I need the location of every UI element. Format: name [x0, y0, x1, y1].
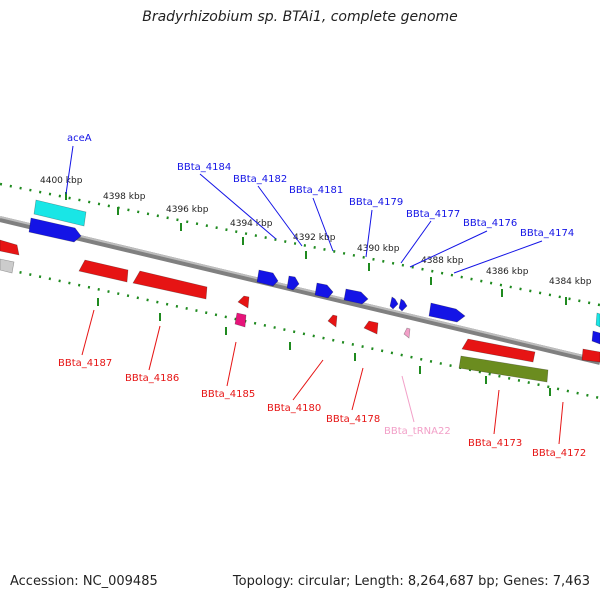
- tick-label: 4384 kbp: [549, 277, 592, 287]
- genome-axis: [0, 216, 600, 365]
- gene-arrow-bbta-4173: [461, 338, 536, 363]
- leader-line-reverse: [292, 359, 324, 401]
- gene-label-forward: BBta_4181: [289, 185, 343, 196]
- gene-label-forward: aceA: [67, 133, 92, 144]
- reverse-dotted-track: [0, 266, 600, 400]
- gene-arrow-bbta-4180: [327, 314, 338, 328]
- leader-line-forward: [199, 173, 277, 240]
- tick-label: 4388 kbp: [421, 256, 464, 266]
- gene-label-forward: BBta_4174: [520, 228, 574, 239]
- gene-block-bbta-4185-magenta: [234, 312, 247, 328]
- forward-dotted-track: [0, 182, 600, 307]
- gene-label-reverse: BBta_4178: [326, 414, 380, 425]
- accession-text: Accession: NC_009485: [10, 574, 158, 589]
- gene-label-reverse: BBta_4187: [58, 358, 112, 369]
- tick-label: 4390 kbp: [357, 244, 400, 254]
- gene-arrow-bbta-4184: [256, 269, 279, 287]
- leader-line-reverse: [81, 309, 95, 356]
- gene-label-forward: BBta_4182: [233, 174, 287, 185]
- leader-line-reverse: [401, 375, 415, 423]
- tick-label: 4386 kbp: [486, 267, 529, 277]
- leader-line-forward: [312, 197, 334, 252]
- gene-label-forward: BBta_4177: [406, 209, 460, 220]
- tick-label: 4400 kbp: [40, 176, 83, 186]
- genome-axis-highlight: [0, 216, 600, 361]
- gene-arrow-bbta-4187: [78, 259, 129, 283]
- gene-arrow-bbta-4182: [286, 275, 300, 291]
- leader-line-forward: [453, 240, 543, 274]
- gene-arrow-bbta-4174: [428, 302, 466, 323]
- genome-summary-text: Topology: circular; Length: 8,264,687 bp…: [232, 574, 590, 589]
- gene-label-reverse: BBta_4185: [201, 389, 255, 400]
- leader-line-forward: [400, 220, 432, 264]
- highlight-cyan-edge: [595, 312, 600, 328]
- gene-label-reverse: BBta_4180: [267, 403, 321, 414]
- highlight-olive: [458, 355, 549, 383]
- leader-line-reverse: [493, 389, 500, 435]
- gene-arrow-bbta-4181: [314, 282, 334, 299]
- highlight-cyan: [33, 199, 87, 227]
- leader-line-forward: [365, 209, 373, 258]
- gene-label-forward: BBta_4184: [177, 162, 231, 173]
- gene-label-reverse: BBta_4186: [125, 373, 179, 384]
- tick-label: 4398 kbp: [103, 192, 146, 202]
- gene-arrow-bbta-4185: [237, 295, 250, 309]
- gene-arrow-bbta-4179: [343, 288, 369, 305]
- gene-arrow-edge: [591, 330, 600, 345]
- gene-arrow-bbta-4172: [581, 348, 600, 363]
- gene-arrow-bbta-4176: [398, 298, 408, 312]
- gene-label-forward: BBta_4179: [349, 197, 403, 208]
- map-labels: 4400 kbp 4398 kbp 4396 kbp 4394 kbp 4392 kbp…: [40, 133, 592, 459]
- gene-block-grey-edge: [0, 258, 15, 274]
- leader-line-reverse: [558, 401, 564, 445]
- leader-line-reverse: [226, 341, 237, 387]
- map-title: Bradyrhizobium sp. BTAi1, complete genom…: [142, 9, 458, 25]
- gene-label-reverse: BBta_4173: [468, 438, 522, 449]
- gene-label-reverse: BBta_4172: [532, 448, 586, 459]
- gene-arrow-bbta-4178: [363, 320, 379, 335]
- gene-label-reverse: BBta_tRNA22: [384, 426, 451, 437]
- leader-line-forward: [409, 230, 488, 268]
- gene-arrow-bbta-4177: [389, 296, 399, 310]
- tick-label: 4392 kbp: [293, 233, 336, 243]
- leader-line-reverse: [351, 367, 364, 411]
- tick-label: 4396 kbp: [166, 205, 209, 215]
- gene-arrow-bbta-4186: [132, 270, 208, 300]
- map-tracks: [0, 182, 600, 400]
- leader-line-forward: [257, 185, 303, 247]
- gene-arrow-acea: [28, 217, 82, 243]
- tick-label: 4394 kbp: [230, 219, 273, 229]
- trna-arrow-bbta-trna22: [403, 327, 411, 339]
- gene-label-forward: BBta_4176: [463, 218, 517, 229]
- leader-line-forward: [65, 145, 74, 195]
- gene-arrow-left-edge: [0, 239, 20, 256]
- map-features: [0, 199, 600, 383]
- leader-line-reverse: [148, 325, 161, 371]
